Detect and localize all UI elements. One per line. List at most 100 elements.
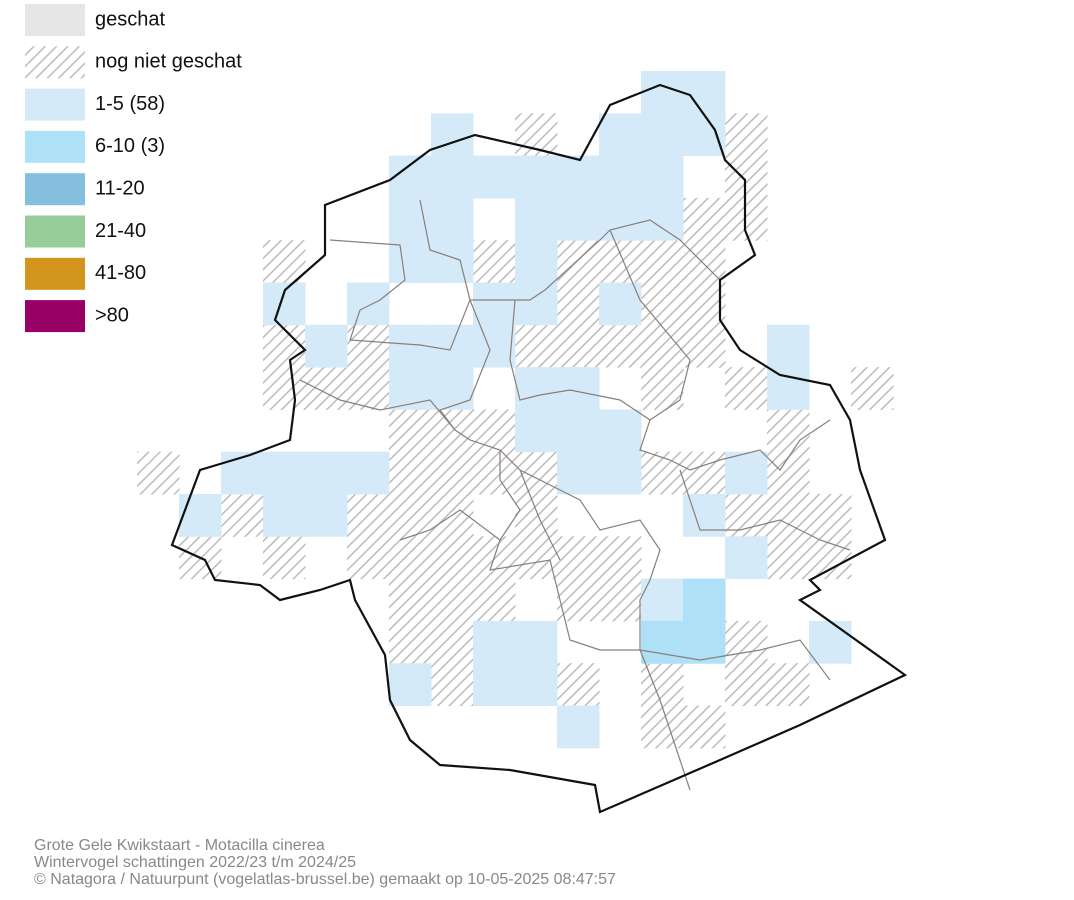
- cell-light: [599, 113, 642, 157]
- cell-not-estimated: [641, 367, 684, 410]
- cell-not-estimated: [347, 324, 390, 368]
- cell-light: [515, 282, 558, 326]
- cell-not-estimated: [431, 663, 474, 706]
- cell-not-estimated: [557, 282, 600, 326]
- cell-light: [599, 155, 642, 199]
- cell-not-estimated: [557, 663, 600, 706]
- cell-not-estimated: [263, 536, 306, 580]
- grid-cells: [137, 71, 894, 749]
- region-outline: [170, 83, 908, 814]
- cell-not-estimated: [641, 240, 684, 283]
- legend-swatch: [25, 88, 85, 121]
- cell-not-estimated: [809, 536, 852, 580]
- cell-not-estimated: [431, 536, 474, 580]
- cell-light: [515, 155, 558, 199]
- legend-label: 1-5 (58): [95, 93, 165, 115]
- cell-not-estimated: [725, 155, 768, 199]
- cell-mid: [641, 620, 684, 664]
- cell-light: [305, 494, 348, 537]
- legend-label: 21-40: [95, 220, 146, 242]
- legend-swatch: [25, 257, 85, 290]
- cell-not-estimated: [683, 705, 726, 749]
- cell-light: [557, 155, 600, 199]
- cell-light: [641, 113, 684, 157]
- cell-not-estimated: [767, 536, 810, 580]
- cell-not-estimated: [473, 409, 516, 453]
- cell-not-estimated: [725, 113, 768, 157]
- cell-not-estimated: [641, 705, 684, 749]
- cell-light: [347, 282, 390, 326]
- cell-light: [263, 494, 306, 537]
- cell-not-estimated: [599, 324, 642, 368]
- cell-not-estimated: [305, 367, 348, 410]
- cell-not-estimated: [515, 324, 558, 368]
- cell-light: [641, 197, 684, 241]
- cell-not-estimated: [767, 494, 810, 537]
- cell-light: [641, 71, 684, 114]
- cell-light: [767, 367, 810, 410]
- cell-not-estimated: [725, 663, 768, 706]
- cell-not-estimated: [641, 451, 684, 495]
- cell-not-estimated: [221, 494, 264, 537]
- cell-not-estimated: [599, 578, 642, 622]
- cell-light: [263, 451, 306, 495]
- cell-not-estimated: [683, 451, 726, 495]
- cell-not-estimated: [389, 494, 432, 537]
- cell-not-estimated: [263, 367, 306, 410]
- cell-not-estimated: [725, 367, 768, 410]
- cell-not-estimated: [683, 197, 726, 241]
- cell-not-estimated: [431, 451, 474, 495]
- cell-light: [389, 663, 432, 706]
- cell-not-estimated: [557, 324, 600, 368]
- cell-light: [515, 409, 558, 453]
- cell-not-estimated: [851, 367, 894, 410]
- cell-light: [431, 197, 474, 241]
- cell-not-estimated: [641, 282, 684, 326]
- cell-not-estimated: [599, 536, 642, 580]
- cell-light: [389, 367, 432, 410]
- cell-not-estimated: [431, 620, 474, 664]
- cell-light: [599, 409, 642, 453]
- cell-not-estimated: [515, 494, 558, 537]
- cell-light: [431, 367, 474, 410]
- cell-light: [221, 451, 264, 495]
- cell-not-estimated: [683, 240, 726, 283]
- cell-not-estimated: [725, 620, 768, 664]
- legend-label: 41-80: [95, 262, 146, 284]
- cell-light: [179, 494, 222, 537]
- legend-label: 11-20: [95, 177, 145, 199]
- cell-light: [431, 113, 474, 157]
- cell-not-estimated: [557, 536, 600, 580]
- cell-not-estimated: [137, 451, 180, 495]
- cell-not-estimated: [641, 324, 684, 368]
- cell-light: [515, 197, 558, 241]
- cell-light: [557, 451, 600, 495]
- cell-light: [473, 324, 516, 368]
- cell-light: [683, 71, 726, 114]
- cell-not-estimated: [515, 451, 558, 495]
- cell-light: [515, 663, 558, 706]
- cell-light: [515, 240, 558, 283]
- cell-light: [347, 451, 390, 495]
- legend-label: nog niet geschat: [95, 51, 242, 73]
- cell-light: [515, 367, 558, 410]
- cell-not-estimated: [767, 663, 810, 706]
- cell-light: [473, 282, 516, 326]
- legend-label: >80: [95, 304, 129, 326]
- cell-light: [725, 536, 768, 580]
- cell-mid: [683, 578, 726, 622]
- legend-swatch: [25, 173, 85, 206]
- cell-light: [683, 113, 726, 157]
- footer-line: Grote Gele Kwikstaart - Motacilla cinere…: [34, 837, 325, 854]
- cell-light: [641, 578, 684, 622]
- cell-light: [431, 240, 474, 283]
- cell-not-estimated: [473, 240, 516, 283]
- footer-line: Wintervogel schattingen 2022/23 t/m 2024…: [34, 854, 356, 871]
- cell-light: [599, 451, 642, 495]
- cell-light: [725, 451, 768, 495]
- cell-light: [473, 663, 516, 706]
- cell-light: [557, 367, 600, 410]
- cell-not-estimated: [767, 451, 810, 495]
